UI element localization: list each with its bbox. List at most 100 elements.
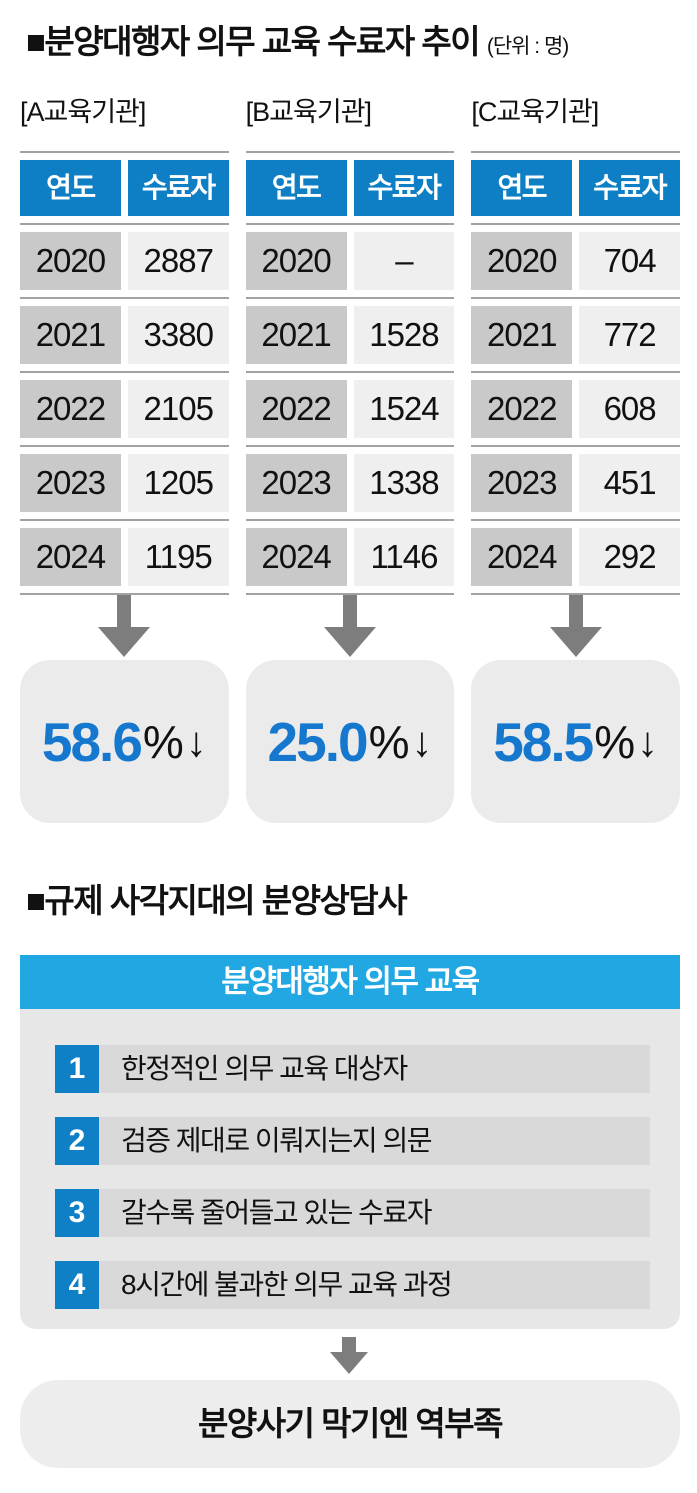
- list-item: 4 8시간에 불과한 의무 교육 과정: [55, 1261, 650, 1309]
- percent-sign: %: [368, 715, 410, 768]
- section1-title: ■분양대행자 의무 교육 수료자 추이 (단위 : 명): [26, 22, 679, 67]
- value-cell: 3380: [127, 306, 229, 364]
- divider: [245, 223, 455, 225]
- item-text: 한정적인 의무 교육 대상자: [99, 1045, 650, 1093]
- divider: [245, 151, 455, 153]
- divider: [20, 297, 229, 299]
- table-row: 2023 451: [471, 454, 681, 512]
- table-a-header-row: 연도 수료자: [20, 160, 229, 216]
- percent-box-b: 25.0 % ↓: [245, 660, 455, 823]
- table-row: 2022 1524: [245, 380, 455, 438]
- year-cell: 2023: [245, 454, 347, 512]
- table-c-col-value: 수료자: [579, 160, 681, 216]
- item-text: 검증 제대로 이뤄지는지 의문: [99, 1117, 650, 1165]
- year-cell: 2020: [245, 232, 347, 290]
- table-b-header-row: 연도 수료자: [245, 160, 455, 216]
- divider: [20, 519, 229, 521]
- table-c: [C교육기관] 연도 수료자 2020 704 2021 772 2022 60…: [471, 95, 681, 595]
- divider: [245, 297, 455, 299]
- section2-title: ■규제 사각지대의 분양상담사: [26, 882, 408, 919]
- table-row: 2024 292: [471, 528, 681, 586]
- table-a: [A교육기관] 연도 수료자 2020 2887 2021 3380 2022 …: [20, 95, 229, 595]
- year-cell: 2024: [471, 528, 573, 586]
- table-row: 2024 1195: [20, 528, 229, 586]
- value-cell: 772: [579, 306, 681, 364]
- percent-cell-a: 58.6 % ↓: [20, 595, 229, 823]
- table-row: 2020 704: [471, 232, 681, 290]
- value-cell: –: [353, 232, 455, 290]
- table-row: 2024 1146: [245, 528, 455, 586]
- divider: [245, 593, 455, 595]
- down-arrow-icon: [0, 1337, 697, 1374]
- year-cell: 2022: [20, 380, 121, 438]
- value-cell: 2887: [127, 232, 229, 290]
- item-number-badge: 1: [55, 1045, 99, 1093]
- divider: [471, 151, 681, 153]
- item-number-badge: 4: [55, 1261, 99, 1309]
- tables-container: [A교육기관] 연도 수료자 2020 2887 2021 3380 2022 …: [20, 95, 681, 595]
- table-row: 2023 1205: [20, 454, 229, 512]
- divider: [20, 445, 229, 447]
- value-cell: 608: [579, 380, 681, 438]
- table-row: 2020 2887: [20, 232, 229, 290]
- divider: [245, 445, 455, 447]
- percent-sign: %: [142, 715, 184, 768]
- value-cell: 1528: [353, 306, 455, 364]
- divider: [20, 223, 229, 225]
- year-cell: 2023: [471, 454, 573, 512]
- down-arrow-glyph: ↓: [185, 717, 207, 765]
- year-cell: 2021: [471, 306, 573, 364]
- percent-cell-b: 25.0 % ↓: [245, 595, 455, 823]
- down-arrow-icon: [246, 595, 455, 657]
- divider: [471, 519, 681, 521]
- value-cell: 1524: [353, 380, 455, 438]
- table-row: 2022 2105: [20, 380, 229, 438]
- percent-value: 25.0: [267, 710, 369, 773]
- table-c-header-row: 연도 수료자: [471, 160, 681, 216]
- divider: [471, 297, 681, 299]
- table-a-label: [A교육기관]: [20, 97, 146, 127]
- divider: [20, 593, 229, 595]
- section2-block: 분양대행자 의무 교육 1 한정적인 의무 교육 대상자 2 검증 제대로 이뤄…: [20, 955, 680, 1329]
- table-a-col-value: 수료자: [127, 160, 229, 216]
- year-cell: 2020: [471, 232, 573, 290]
- table-row: 2021 3380: [20, 306, 229, 364]
- down-arrow-icon: [20, 595, 229, 657]
- value-cell: 451: [579, 454, 681, 512]
- item-number-badge: 3: [55, 1189, 99, 1237]
- divider: [471, 371, 681, 373]
- year-cell: 2024: [20, 528, 121, 586]
- year-cell: 2022: [471, 380, 573, 438]
- table-c-col-year: 연도: [471, 160, 573, 216]
- section1-unit-label: (단위 : 명): [486, 35, 569, 58]
- percent-row: 58.6 % ↓ 25.0 % ↓ 58.5 % ↓: [20, 595, 681, 823]
- table-b: [B교육기관] 연도 수료자 2020 – 2021 1528 2022 152…: [245, 95, 455, 595]
- item-number-badge: 2: [55, 1117, 99, 1165]
- item-text: 갈수록 줄어들고 있는 수료자: [99, 1189, 650, 1237]
- value-cell: 704: [579, 232, 681, 290]
- year-cell: 2021: [245, 306, 347, 364]
- table-row: 2022 608: [471, 380, 681, 438]
- year-cell: 2023: [20, 454, 121, 512]
- divider: [471, 445, 681, 447]
- value-cell: 1146: [353, 528, 455, 586]
- down-arrow-glyph: ↓: [637, 717, 659, 765]
- divider: [471, 593, 681, 595]
- section2-header-bar: 분양대행자 의무 교육: [20, 955, 680, 1009]
- value-cell: 1338: [353, 454, 455, 512]
- value-cell: 1195: [127, 528, 229, 586]
- percent-cell-c: 58.5 % ↓: [471, 595, 681, 823]
- divider: [245, 371, 455, 373]
- percent-box-c: 58.5 % ↓: [471, 660, 681, 823]
- item-text: 8시간에 불과한 의무 교육 과정: [99, 1261, 650, 1309]
- table-row: 2023 1338: [245, 454, 455, 512]
- percent-box-a: 58.6 % ↓: [20, 660, 229, 823]
- divider: [20, 371, 229, 373]
- table-row: 2021 1528: [245, 306, 455, 364]
- year-cell: 2020: [20, 232, 121, 290]
- section2-panel: 1 한정적인 의무 교육 대상자 2 검증 제대로 이뤄지는지 의문 3 갈수록…: [20, 1009, 680, 1329]
- year-cell: 2021: [20, 306, 121, 364]
- percent-value: 58.6: [41, 710, 143, 773]
- table-a-col-year: 연도: [20, 160, 121, 216]
- divider: [471, 223, 681, 225]
